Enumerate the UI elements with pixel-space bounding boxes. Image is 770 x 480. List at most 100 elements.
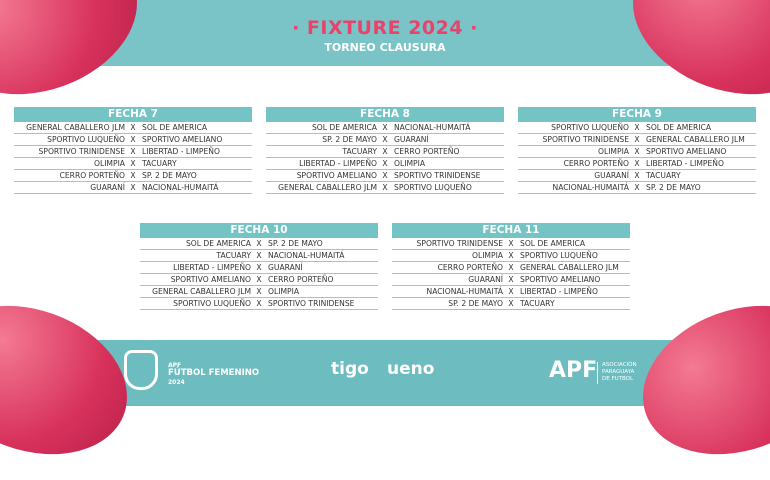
fecha-header: FECHA 9: [518, 107, 756, 122]
versus: X: [382, 183, 388, 192]
match-row: TACUARY X NACIONAL-HUMAITÁ: [140, 250, 378, 262]
match-row: OLIMPIA X SPORTIVO AMELIANO: [518, 146, 756, 158]
away-team: GENERAL CABALLERO JLM: [520, 263, 619, 272]
versus: X: [508, 239, 514, 248]
home-team: SPORTIVO TRINIDENSE: [38, 147, 125, 156]
versus: X: [634, 183, 640, 192]
match-row: NACIONAL-HUMAITÁ X SP. 2 DE MAYO: [518, 182, 756, 194]
home-team: OLIMPIA: [471, 251, 503, 260]
versus: X: [634, 147, 640, 156]
match-row: SPORTIVO LUQUEÑO X SPORTIVO TRINIDENSE: [140, 298, 378, 310]
away-team: OLIMPIA: [268, 287, 300, 296]
away-team: CERRO PORTEÑO: [394, 147, 460, 156]
versus: X: [256, 299, 262, 308]
away-team: TACUARY: [520, 299, 555, 308]
fecha-table: FECHA 11 SPORTIVO TRINIDENSE X SOL DE AM…: [392, 223, 630, 310]
match-row: SP. 2 DE MAYO X TACUARY: [392, 298, 630, 310]
home-team: NACIONAL-HUMAITÁ: [552, 183, 629, 192]
versus: X: [256, 287, 262, 296]
match-row: GENERAL CABALLERO JLM X OLIMPIA: [140, 286, 378, 298]
home-team: TACUARY: [216, 251, 251, 260]
away-team: GUARANÍ: [268, 263, 303, 272]
home-team: LIBERTAD - LIMPEÑO: [299, 159, 377, 168]
home-team: LIBERTAD - LIMPEÑO: [173, 263, 251, 272]
versus: X: [256, 263, 262, 272]
home-team: SPORTIVO AMELIANO: [170, 275, 251, 284]
match-row: SPORTIVO TRINIDENSE X SOL DE AMERICA: [392, 238, 630, 250]
versus: X: [508, 287, 514, 296]
home-team: SP. 2 DE MAYO: [448, 299, 503, 308]
versus: X: [130, 159, 136, 168]
versus: X: [508, 263, 514, 272]
match-row: GENERAL CABALLERO JLM X SOL DE AMERICA: [14, 122, 252, 134]
match-row: TACUARY X CERRO PORTEÑO: [266, 146, 504, 158]
versus: X: [130, 183, 136, 192]
fecha-header: FECHA 7: [14, 107, 252, 122]
home-team: SPORTIVO LUQUEÑO: [551, 123, 629, 132]
away-team: LIBERTAD - LIMPEÑO: [520, 287, 598, 296]
versus: X: [508, 251, 514, 260]
away-team: LIBERTAD - LIMPEÑO: [646, 159, 724, 168]
futbol-femenino-label: FÚTBOL FEMENINO: [168, 368, 260, 378]
away-team: LIBERTAD - LIMPEÑO: [142, 147, 220, 156]
versus: X: [256, 251, 262, 260]
away-team: TACUARY: [142, 159, 177, 168]
asociacion-line-2: PARAGUAYA: [602, 369, 635, 375]
versus: X: [256, 275, 262, 284]
home-team: SPORTIVO TRINIDENSE: [542, 135, 629, 144]
match-row: SPORTIVO LUQUEÑO X SPORTIVO AMELIANO: [14, 134, 252, 146]
asociacion-label: ASOCIACIÓN PARAGUAYA DE FUTBOL: [602, 362, 637, 383]
match-row: GUARANÍ X SPORTIVO AMELIANO: [392, 274, 630, 286]
away-team: SPORTIVO TRINIDENSE: [268, 299, 355, 308]
page-subtitle: TORNEO CLAUSURA: [324, 41, 446, 54]
match-row: CERRO PORTEÑO X GENERAL CABALLERO JLM: [392, 262, 630, 274]
versus: X: [130, 171, 136, 180]
home-team: SPORTIVO LUQUEÑO: [47, 135, 125, 144]
divider: [597, 362, 598, 384]
home-team: CERRO PORTEÑO: [437, 263, 503, 272]
home-team: CERRO PORTEÑO: [563, 159, 629, 168]
away-team: SPORTIVO LUQUEÑO: [394, 183, 472, 192]
match-row: SOL DE AMERICA X NACIONAL-HUMAITÁ: [266, 122, 504, 134]
away-team: TACUARY: [646, 171, 681, 180]
fecha-table: FECHA 7 GENERAL CABALLERO JLM X SOL DE A…: [14, 107, 252, 194]
match-row: SP. 2 DE MAYO X GUARANÍ: [266, 134, 504, 146]
tigo-logo: tigo: [331, 359, 369, 379]
match-row: SPORTIVO LUQUEÑO X SOL DE AMERICA: [518, 122, 756, 134]
away-team: SOL DE AMERICA: [520, 239, 586, 248]
fecha-header: FECHA 10: [140, 223, 378, 238]
away-team: SPORTIVO AMELIANO: [646, 147, 727, 156]
away-team: GENERAL CABALLERO JLM: [646, 135, 745, 144]
home-team: GENERAL CABALLERO JLM: [26, 123, 125, 132]
away-team: NACIONAL-HUMAITÁ: [142, 183, 219, 192]
away-team: NACIONAL-HUMAITÁ: [394, 123, 471, 132]
versus: X: [508, 299, 514, 308]
fecha-table: FECHA 9 SPORTIVO LUQUEÑO X SOL DE AMERIC…: [518, 107, 756, 194]
match-row: GENERAL CABALLERO JLM X SPORTIVO LUQUEÑO: [266, 182, 504, 194]
fecha-header: FECHA 8: [266, 107, 504, 122]
match-row: LIBERTAD - LIMPEÑO X OLIMPIA: [266, 158, 504, 170]
match-row: OLIMPIA X TACUARY: [14, 158, 252, 170]
year-label: 2024: [168, 379, 185, 386]
home-team: GUARANÍ: [90, 183, 125, 192]
home-team: SP. 2 DE MAYO: [322, 135, 377, 144]
home-team: GENERAL CABALLERO JLM: [278, 183, 377, 192]
versus: X: [634, 135, 640, 144]
decor-bottom-right: [622, 280, 770, 480]
versus: X: [382, 123, 388, 132]
home-team: OLIMPIA: [597, 147, 629, 156]
asociacion-line-1: ASOCIACIÓN: [602, 362, 637, 368]
home-team: GUARANÍ: [468, 275, 503, 284]
home-team: SPORTIVO LUQUEÑO: [173, 299, 251, 308]
away-team: SOL DE AMERICA: [646, 123, 712, 132]
match-row: SOL DE AMERICA X SP. 2 DE MAYO: [140, 238, 378, 250]
away-team: SPORTIVO TRINIDENSE: [394, 171, 481, 180]
away-team: GUARANÍ: [394, 135, 429, 144]
versus: X: [130, 135, 136, 144]
fecha-header: FECHA 11: [392, 223, 630, 238]
home-team: SPORTIVO TRINIDENSE: [416, 239, 503, 248]
versus: X: [382, 171, 388, 180]
away-team: SP. 2 DE MAYO: [268, 239, 323, 248]
asociacion-line-3: DE FUTBOL: [602, 376, 634, 382]
away-team: SPORTIVO AMELIANO: [520, 275, 601, 284]
